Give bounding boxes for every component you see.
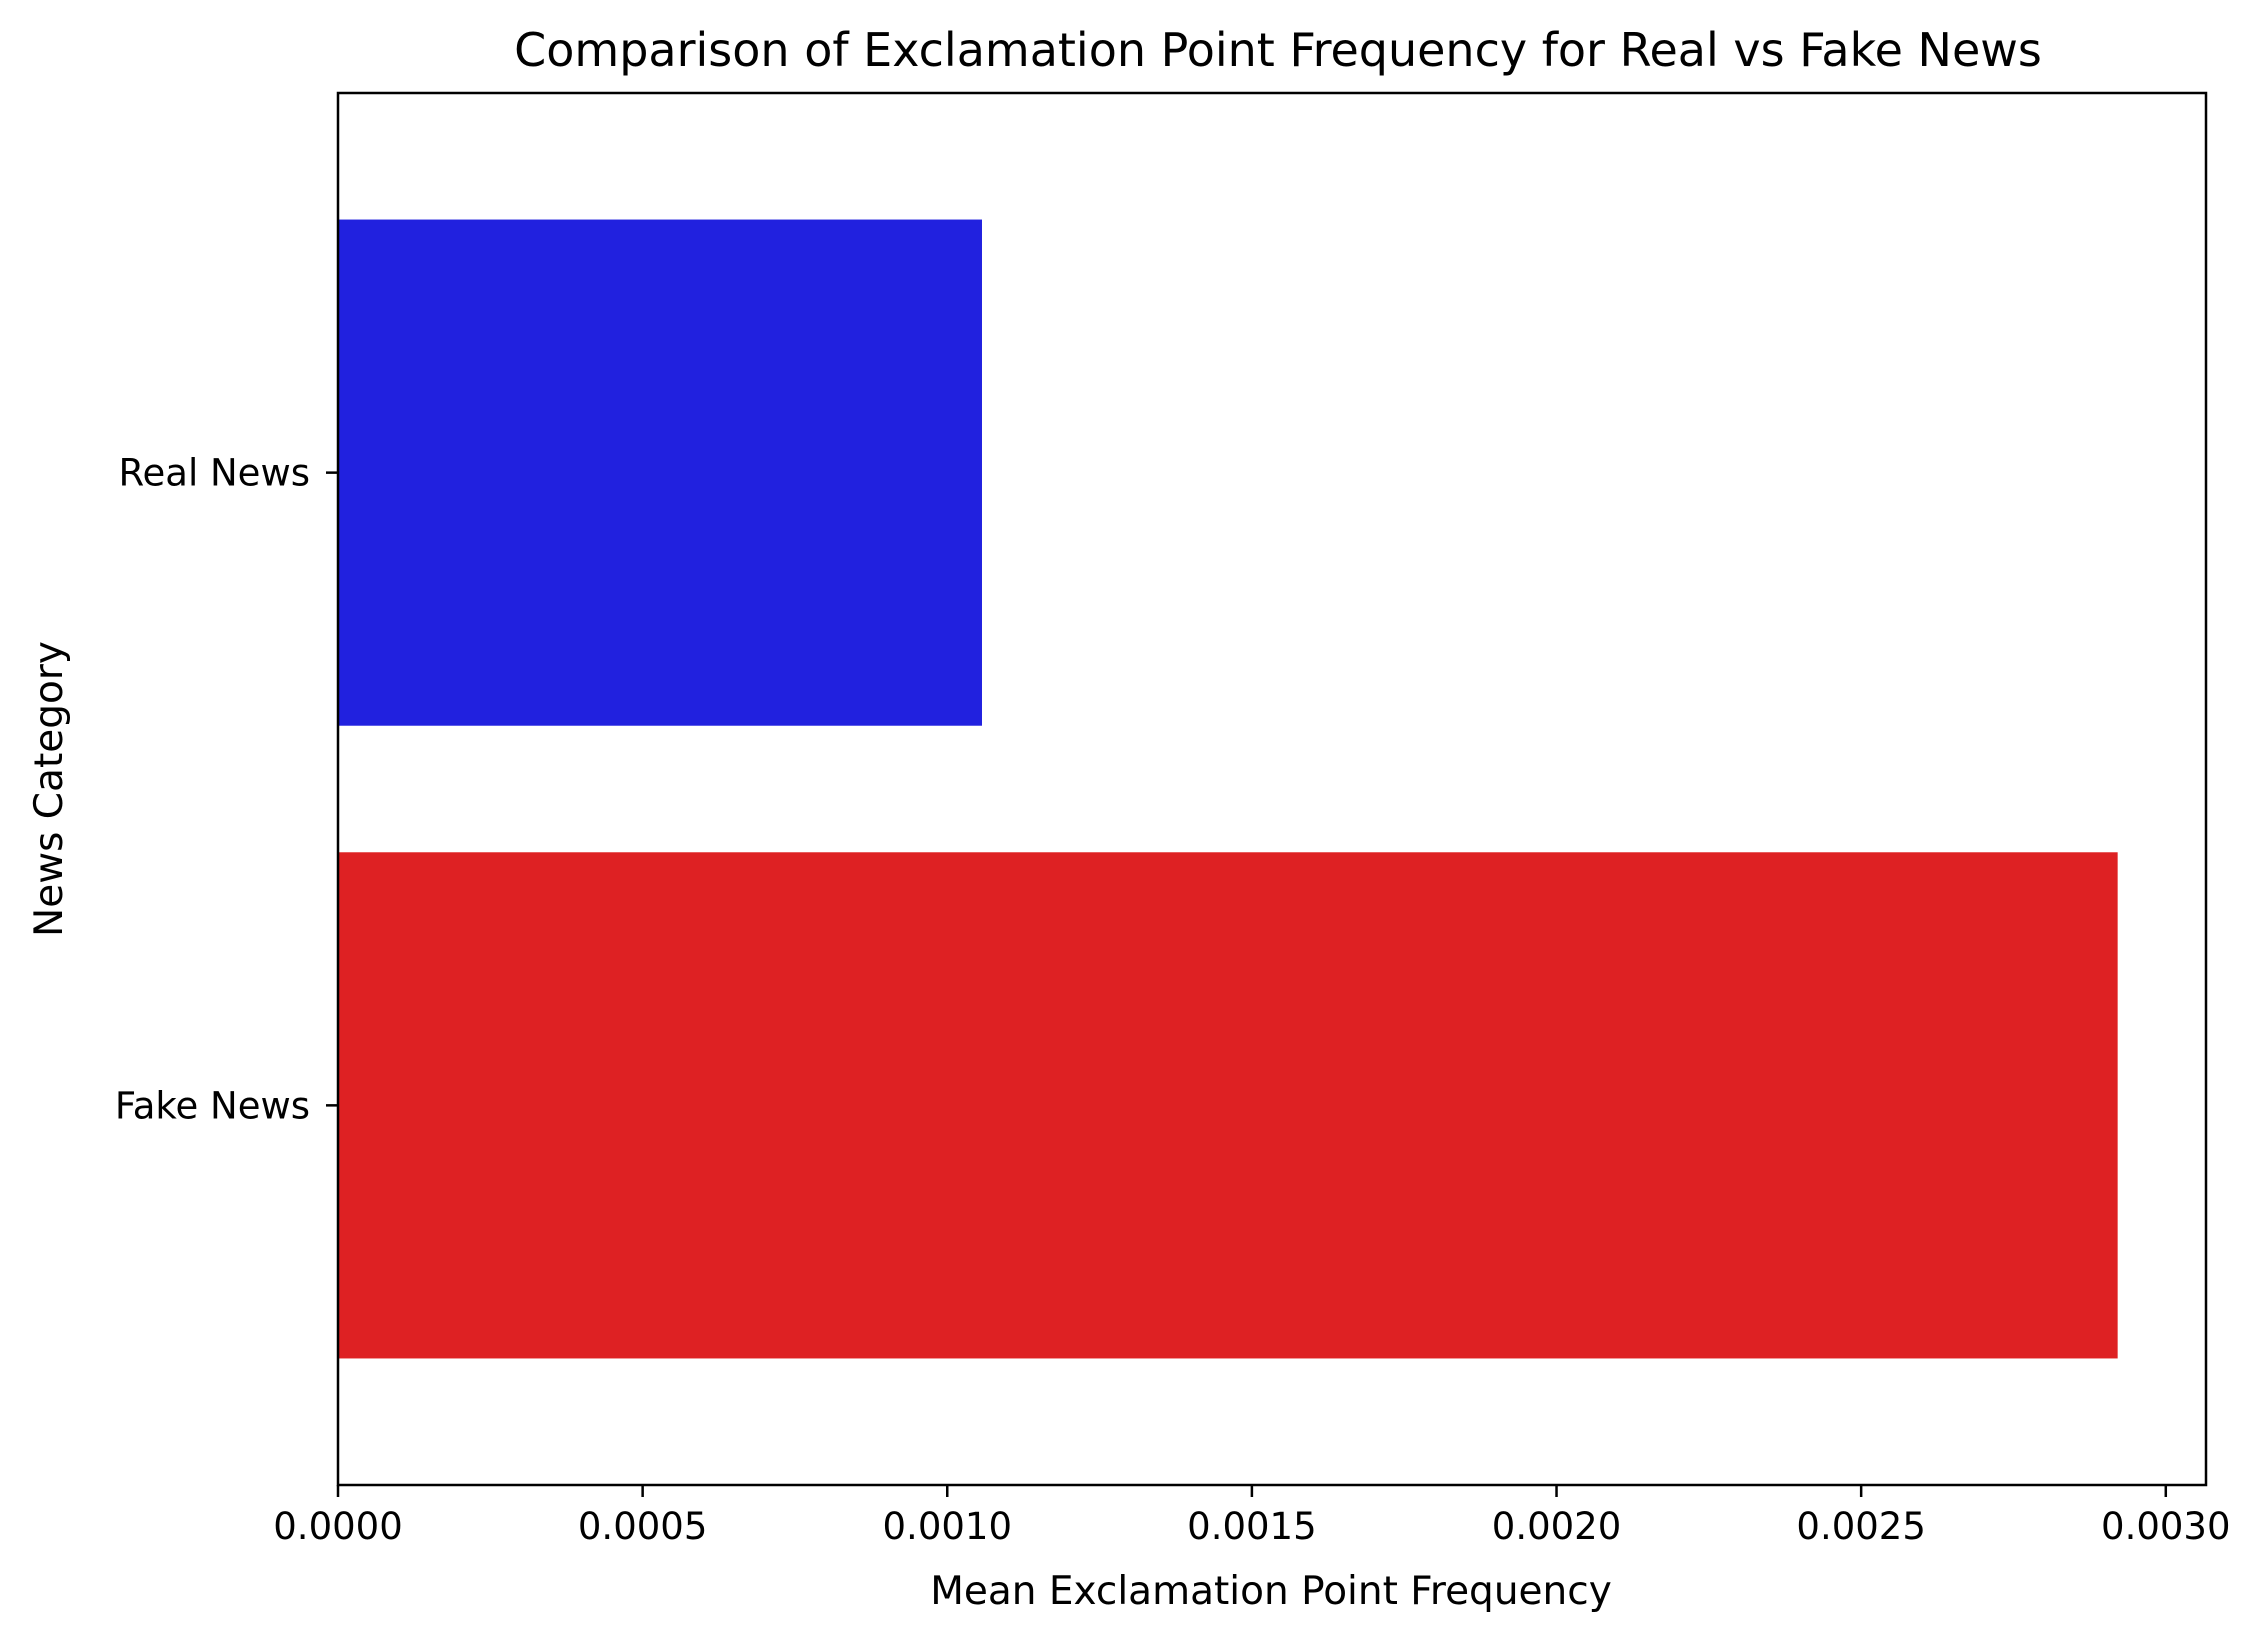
bar-fake-news xyxy=(338,852,2118,1359)
x-axis-label: Mean Exclamation Point Frequency xyxy=(930,1569,1612,1614)
y-axis-label: News Category xyxy=(27,641,72,937)
y-axis-ticks: Real News Fake News xyxy=(115,452,338,1127)
y-tick-label: Fake News xyxy=(115,1084,310,1127)
y-tick-label: Real News xyxy=(118,452,310,495)
bars-group xyxy=(338,219,2118,1359)
bar-real-news xyxy=(338,219,982,726)
x-tick-label: 0.0010 xyxy=(883,1505,1012,1548)
x-tick-label: 0.0020 xyxy=(1492,1505,1621,1548)
plot-frame xyxy=(336,91,2208,1487)
x-tick-label: 0.0025 xyxy=(1796,1505,1925,1548)
x-tick-label: 0.0015 xyxy=(1187,1505,1316,1548)
x-tick-label: 0.0030 xyxy=(2101,1505,2230,1548)
x-tick-label: 0.0005 xyxy=(578,1505,707,1548)
chart-title: Comparison of Exclamation Point Frequenc… xyxy=(514,23,2042,77)
x-axis-ticks: 0.0000 0.0005 0.0010 0.0015 0.0020 0.0025 0.00… xyxy=(273,1485,2231,1548)
x-tick-label: 0.0000 xyxy=(273,1505,402,1548)
